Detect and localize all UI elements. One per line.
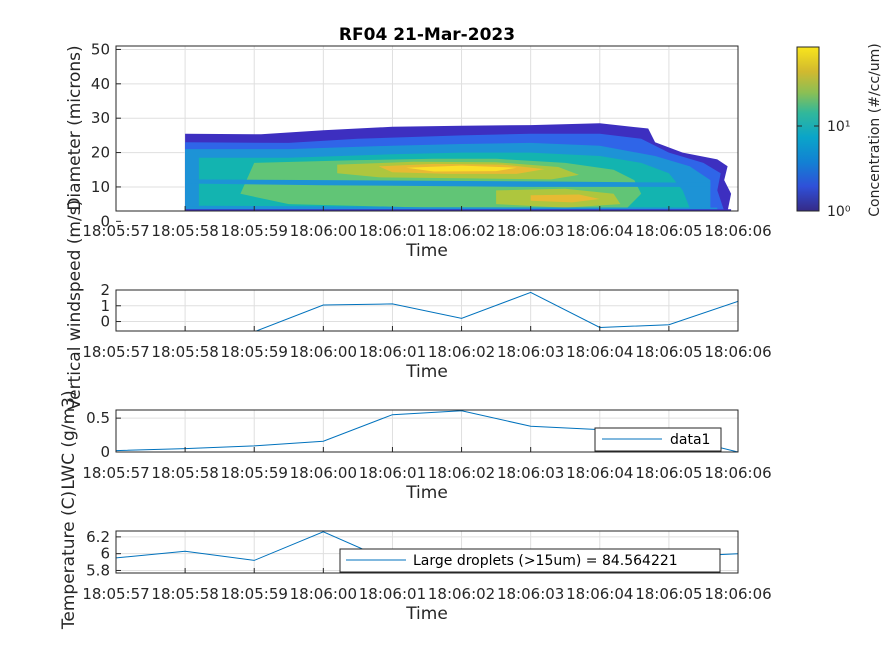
x-tick-label: 18:05:57 (82, 222, 149, 240)
tick-labels: 18:05:57 18:05:58 18:05:59 18:06:00 18:06:01… (82, 528, 771, 603)
x-tick-label: 18:06:05 (635, 343, 702, 361)
x-tick-label: 18:06:00 (290, 343, 357, 361)
x-tick-label: 18:06:05 (635, 222, 702, 240)
x-tick-label: 18:05:58 (151, 585, 218, 603)
x-tick-label: 18:06:04 (566, 464, 633, 482)
x-tick-label: 18:06:06 (704, 343, 771, 361)
x-axis-label: Time (405, 362, 448, 382)
x-tick-label: 18:05:59 (221, 585, 288, 603)
x-tick-label: 18:06:02 (428, 343, 495, 361)
legend-entry: Large droplets (>15um) = 84.564221 (413, 553, 678, 569)
x-tick-label: 18:05:59 (221, 222, 288, 240)
y-tick-label: 5.8 (86, 561, 110, 579)
windspeed-panel: 18:05:57 18:05:58 18:05:59 18:06:00 18:06:01… (65, 200, 772, 410)
x-tick-label: 18:05:58 (151, 464, 218, 482)
x-tick-label: 18:06:04 (566, 585, 633, 603)
contour-level-55 (406, 165, 517, 172)
x-tick-label: 18:05:58 (151, 343, 218, 361)
x-tick-label: 18:06:05 (635, 464, 702, 482)
x-tick-label: 18:06:01 (359, 222, 426, 240)
legend-box (339, 548, 721, 573)
y-tick-label: 2 (100, 281, 110, 299)
x-tick-label: 18:05:57 (82, 464, 149, 482)
colorbar-label: Concentration (#/cc/um) (867, 43, 883, 216)
x-axis-label: Time (405, 604, 448, 624)
legend-entry: data1 (670, 432, 710, 448)
plot-area (116, 290, 738, 331)
axes-box (115, 289, 739, 332)
contour-level-3.5 (185, 179, 711, 187)
temperature-panel: 18:05:57 18:05:58 18:05:59 18:06:00 18:06:01… (59, 491, 772, 630)
legend: Large droplets (>15um) = 84.564221 (339, 548, 721, 573)
colorbar: 10¹ 10⁰ Concentration (#/cc/um) (796, 43, 883, 220)
tick-labels: 18:05:57 18:05:58 18:05:59 18:06:00 18:06:01… (82, 40, 771, 240)
x-tick-label: 18:05:57 (82, 585, 149, 603)
y-tick-label: 6.2 (86, 528, 110, 546)
y-tick-label: 0 (100, 313, 110, 331)
y-axis-label: Diameter (microns) (65, 45, 85, 210)
x-tick-label: 18:06:04 (566, 222, 633, 240)
y-tick-label: 50 (91, 40, 110, 58)
colorbar-tick-label-0: 10⁰ (827, 204, 851, 220)
tick-labels: 18:05:57 18:05:58 18:05:59 18:06:00 18:06:01… (82, 281, 771, 361)
x-tick-label: 18:06:03 (497, 343, 564, 361)
x-tick-label: 18:06:05 (635, 585, 702, 603)
x-tick-label: 18:06:00 (290, 222, 357, 240)
y-tick-label: 40 (91, 75, 110, 93)
x-tick-label: 18:06:01 (359, 464, 426, 482)
contour-level-35 (530, 194, 600, 203)
gridlines (116, 290, 738, 331)
y-tick-label: 20 (91, 144, 110, 162)
y-tick-label: 30 (91, 109, 110, 127)
axes-box (115, 45, 739, 212)
x-tick-label: 18:06:06 (704, 222, 771, 240)
y-tick-label: 10 (91, 178, 110, 196)
diameter-contour-panel: 18:05:57 18:05:58 18:05:59 18:06:00 18:06:01… (65, 25, 772, 261)
y-axis-label: LWC (g/m3) (59, 390, 79, 489)
legend: data1 (594, 427, 722, 452)
x-tick-label: 18:05:59 (221, 343, 288, 361)
series-lines (254, 291, 738, 331)
x-tick-label: 18:06:03 (497, 464, 564, 482)
x-tick-label: 18:06:02 (428, 464, 495, 482)
y-tick-label: 6 (100, 545, 110, 563)
x-tick-label: 18:06:01 (359, 585, 426, 603)
y-tick-label: 1 (100, 297, 110, 315)
x-tick-label: 18:06:00 (290, 585, 357, 603)
x-tick-label: 18:06:06 (704, 585, 771, 603)
x-tick-label: 18:05:58 (151, 222, 218, 240)
y-axis-label: Temperature (C) (59, 491, 79, 630)
x-tick-label: 18:06:02 (428, 222, 495, 240)
axes-box (115, 530, 739, 574)
contour-fills (185, 123, 732, 211)
y-axis-label: Vertical windspeed (m/s) (65, 200, 85, 410)
x-axis-label: Time (405, 483, 448, 503)
colorbar-tick-label-1: 10¹ (827, 119, 850, 135)
axes-box (115, 409, 739, 453)
x-tick-label: 18:06:06 (704, 464, 771, 482)
x-axis-label: Time (405, 241, 448, 261)
y-tick-label: 0 (100, 212, 110, 230)
x-tick-label: 18:06:02 (428, 585, 495, 603)
x-tick-label: 18:05:59 (221, 464, 288, 482)
y-tick-label: 0.5 (86, 409, 110, 427)
y-tick-label: 0 (100, 443, 110, 461)
tick-labels: 18:05:57 18:05:58 18:05:59 18:06:00 18:06:01… (82, 409, 771, 482)
series-line (254, 291, 738, 331)
chart-title: RF04 21-Mar-2023 (339, 25, 515, 45)
x-tick-label: 18:06:04 (566, 343, 633, 361)
x-tick-label: 18:05:57 (82, 343, 149, 361)
lwc-panel: 18:05:57 18:05:58 18:05:59 18:06:00 18:06:01… (59, 390, 772, 503)
x-tick-label: 18:06:03 (497, 222, 564, 240)
x-tick-label: 18:06:01 (359, 343, 426, 361)
x-tick-label: 18:06:03 (497, 585, 564, 603)
colorbar-gradient (796, 46, 820, 212)
x-tick-label: 18:06:00 (290, 464, 357, 482)
